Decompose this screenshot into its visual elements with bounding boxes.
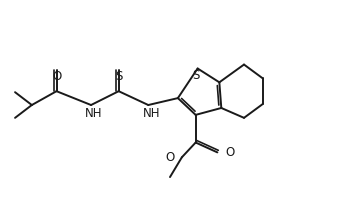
Text: O: O [166,151,175,164]
Text: O: O [225,146,235,159]
Text: O: O [52,70,61,83]
Text: NH: NH [85,107,103,120]
Text: NH: NH [142,107,160,120]
Text: S: S [115,70,122,83]
Text: S: S [192,69,199,82]
